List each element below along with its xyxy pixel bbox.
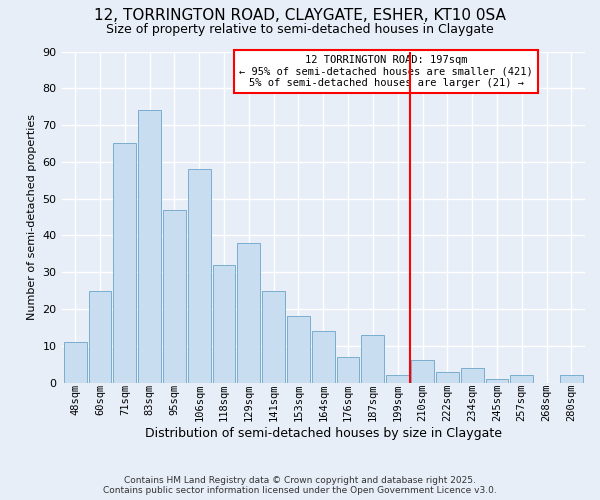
Bar: [188, 169, 211, 382]
Bar: [138, 110, 161, 382]
Bar: [361, 334, 384, 382]
Bar: [262, 290, 285, 382]
Bar: [287, 316, 310, 382]
Text: 12, TORRINGTON ROAD, CLAYGATE, ESHER, KT10 0SA: 12, TORRINGTON ROAD, CLAYGATE, ESHER, KT…: [94, 8, 506, 22]
Text: Size of property relative to semi-detached houses in Claygate: Size of property relative to semi-detach…: [106, 22, 494, 36]
Text: Contains HM Land Registry data © Crown copyright and database right 2025.
Contai: Contains HM Land Registry data © Crown c…: [103, 476, 497, 495]
Bar: [461, 368, 484, 382]
Bar: [64, 342, 86, 382]
Bar: [485, 379, 508, 382]
Bar: [337, 357, 359, 382]
Bar: [113, 144, 136, 382]
X-axis label: Distribution of semi-detached houses by size in Claygate: Distribution of semi-detached houses by …: [145, 427, 502, 440]
Bar: [89, 290, 112, 382]
Bar: [560, 375, 583, 382]
Bar: [312, 331, 335, 382]
Bar: [436, 372, 459, 382]
Bar: [163, 210, 186, 382]
Bar: [238, 243, 260, 382]
Bar: [386, 375, 409, 382]
Bar: [511, 375, 533, 382]
Bar: [411, 360, 434, 382]
Bar: [212, 265, 235, 382]
Text: 12 TORRINGTON ROAD: 197sqm
← 95% of semi-detached houses are smaller (421)
5% of: 12 TORRINGTON ROAD: 197sqm ← 95% of semi…: [239, 55, 533, 88]
Y-axis label: Number of semi-detached properties: Number of semi-detached properties: [27, 114, 37, 320]
